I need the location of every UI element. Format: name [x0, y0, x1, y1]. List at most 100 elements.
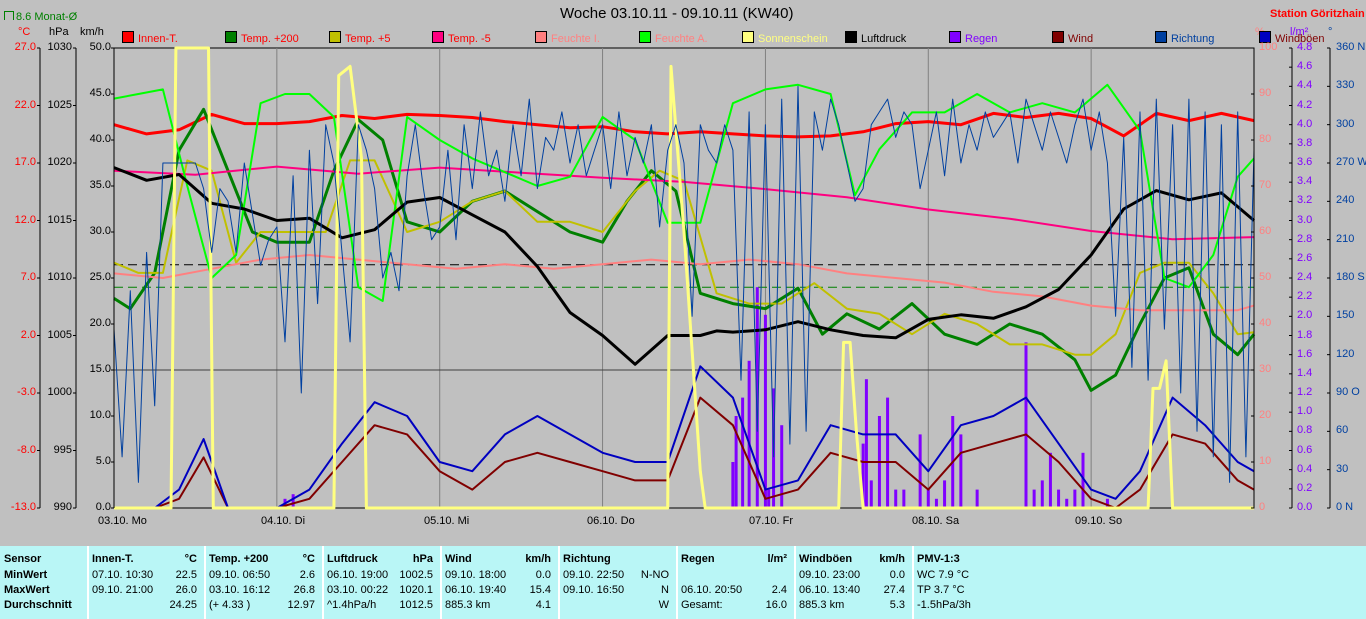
legend-item[interactable]: Richtung — [1155, 31, 1214, 45]
legend-label: Regen — [965, 33, 998, 45]
stats-cell-value: 26.8 — [293, 584, 315, 596]
pct-tick-label: 20 — [1259, 409, 1272, 421]
rain-tick-label: 3.6 — [1297, 156, 1313, 168]
rain-tick-label: 3.0 — [1297, 214, 1313, 226]
series-temp-200 — [113, 107, 1256, 392]
rain-tick-label: 4.2 — [1297, 99, 1313, 111]
pct-tick-label: 0 — [1259, 501, 1266, 513]
rain-tick-label: 2.8 — [1297, 233, 1313, 245]
chart-title: Woche 03.10.11 - 09.10.11 (KW40) — [560, 5, 794, 22]
legend-item[interactable]: Temp. -5 — [432, 31, 491, 45]
rain-bar — [1105, 498, 1109, 508]
rain-tick-label: 1.2 — [1297, 386, 1313, 398]
rain-tick-label: 4.6 — [1297, 60, 1313, 72]
legend-label: Temp. +5 — [345, 33, 391, 45]
stats-cell-value: 26.0 — [175, 584, 197, 596]
stats-unit: °C — [184, 553, 197, 565]
legend-item[interactable]: Regen — [949, 31, 997, 45]
rain-tick-label: 2.4 — [1297, 271, 1313, 283]
stats-cell-label: 06.10. 19:00 — [327, 569, 389, 581]
legend-item[interactable]: Feuchte I. — [535, 31, 600, 45]
stats-column: Sensor MinWert MaxWert Durchschnitt — [0, 546, 88, 619]
stats-header: Innen-T. — [92, 553, 134, 565]
legend-swatch — [1052, 31, 1064, 43]
rain-bar — [1024, 342, 1028, 508]
legend-swatch — [1155, 31, 1167, 43]
legend-item[interactable]: Temp. +200 — [225, 31, 299, 45]
legend-swatch — [845, 31, 857, 43]
hpa-tick-label: 1025 — [47, 99, 72, 111]
stats-cell-value: N-NO — [640, 569, 669, 581]
dir-tick-label: 240 — [1336, 194, 1355, 206]
stats-unit: hPa — [412, 553, 433, 565]
dir-tick-label: 120 — [1336, 348, 1355, 360]
rain-bar — [861, 443, 865, 508]
stats-cell-value: 1020.1 — [399, 584, 433, 596]
rain-bar — [734, 416, 738, 508]
pct-tick-label: 80 — [1259, 133, 1272, 145]
stats-column: Richtung 09.10. 22:50 N-NO 09.10. 16:50 N W — [559, 546, 677, 619]
hpa-tick-label: 1030 — [47, 41, 72, 53]
weather-chart — [37, 46, 1331, 510]
stats-panel: Sensor MinWert MaxWert Durchschnitt Innen-T.… — [0, 546, 1366, 619]
rain-bar — [918, 434, 922, 508]
rain-tick-label: 0.4 — [1297, 463, 1313, 475]
stats-cell-value: 0.0 — [535, 569, 551, 581]
legend-label: Feuchte I. — [551, 33, 600, 45]
stats-row-label: MaxWert — [4, 584, 50, 596]
temp-tick-label: 2.0 — [20, 329, 36, 341]
temp-tick-label: 7.0 — [20, 271, 36, 283]
stats-divider — [204, 546, 206, 619]
plot-area — [113, 47, 1255, 509]
legend-swatch — [1259, 31, 1271, 43]
stats-cell-label: 09.10. 06:50 — [209, 569, 271, 581]
legend-item[interactable]: Windböen — [1259, 31, 1325, 45]
stats-cell-label: 06.10. 19:40 — [445, 584, 507, 596]
rain-bar — [959, 434, 963, 508]
rain-tick-label: 0.8 — [1297, 424, 1313, 436]
day-tick-label: 09.10. So — [1075, 515, 1123, 527]
series-feuchte-i — [113, 254, 1255, 312]
legend-label: Temp. +200 — [241, 33, 299, 45]
stats-cell-value: 22.5 — [175, 569, 197, 581]
dir-tick-label: 60 — [1336, 424, 1349, 436]
stats-column: Temp. +200 °C 09.10. 06:50 2.6 03.10. 16:12 2… — [205, 546, 323, 619]
legend-item[interactable]: Luftdruck — [845, 31, 906, 45]
pct-tick-label: 70 — [1259, 179, 1272, 191]
stats-cell-value: 4.1 — [535, 599, 551, 611]
legend-item[interactable]: Innen-T. — [122, 31, 178, 45]
rain-tick-label: 1.6 — [1297, 348, 1313, 360]
rain-bar — [755, 287, 759, 508]
legend-label: Innen-T. — [138, 33, 178, 45]
pct-tick-label: 90 — [1259, 87, 1272, 99]
legend-item[interactable]: Wind — [1052, 31, 1093, 45]
rain-bar — [1032, 489, 1036, 508]
series-wind — [114, 396, 1255, 509]
rain-tick-label: 4.8 — [1297, 41, 1313, 53]
stats-header: Sensor — [4, 553, 42, 565]
legend-item[interactable]: Temp. +5 — [329, 31, 391, 45]
kmh-tick-label: 5.0 — [95, 455, 111, 467]
rain-tick-label: 0.6 — [1297, 444, 1313, 456]
dir-tick-label: 150 — [1336, 309, 1355, 321]
temp-tick-label: -8.0 — [17, 444, 36, 456]
series-lines — [113, 46, 1256, 510]
day-tick-label: 07.10. Fr — [749, 515, 794, 527]
legend-item[interactable]: Sonnenschein — [742, 31, 828, 45]
series-luftdruck — [113, 166, 1255, 366]
rain-tick-label: 2.2 — [1297, 290, 1313, 302]
stats-column: Windböen km/h 09.10. 23:00 0.0 06.10. 13:40 2… — [795, 546, 913, 619]
stats-cell-value: 1002.5 — [399, 569, 433, 581]
legend-item[interactable]: Feuchte A. — [639, 31, 708, 45]
rain-bar — [869, 480, 873, 508]
stats-cell-value: 2.6 — [299, 569, 315, 581]
stats-cell-label: 885.3 km — [799, 599, 845, 611]
stats-row-label: Durchschnitt — [4, 599, 72, 611]
stats-cell-label: TP 3.7 °C — [917, 584, 965, 596]
rain-tick-label: 4.4 — [1297, 79, 1313, 91]
pct-tick-label: 40 — [1259, 317, 1272, 329]
stats-cell-label: 03.10. 00:22 — [327, 584, 389, 596]
rain-bars — [283, 287, 1109, 508]
kmh-tick-label: 0.0 — [95, 501, 111, 513]
temp-tick-label: 12.0 — [14, 214, 36, 226]
